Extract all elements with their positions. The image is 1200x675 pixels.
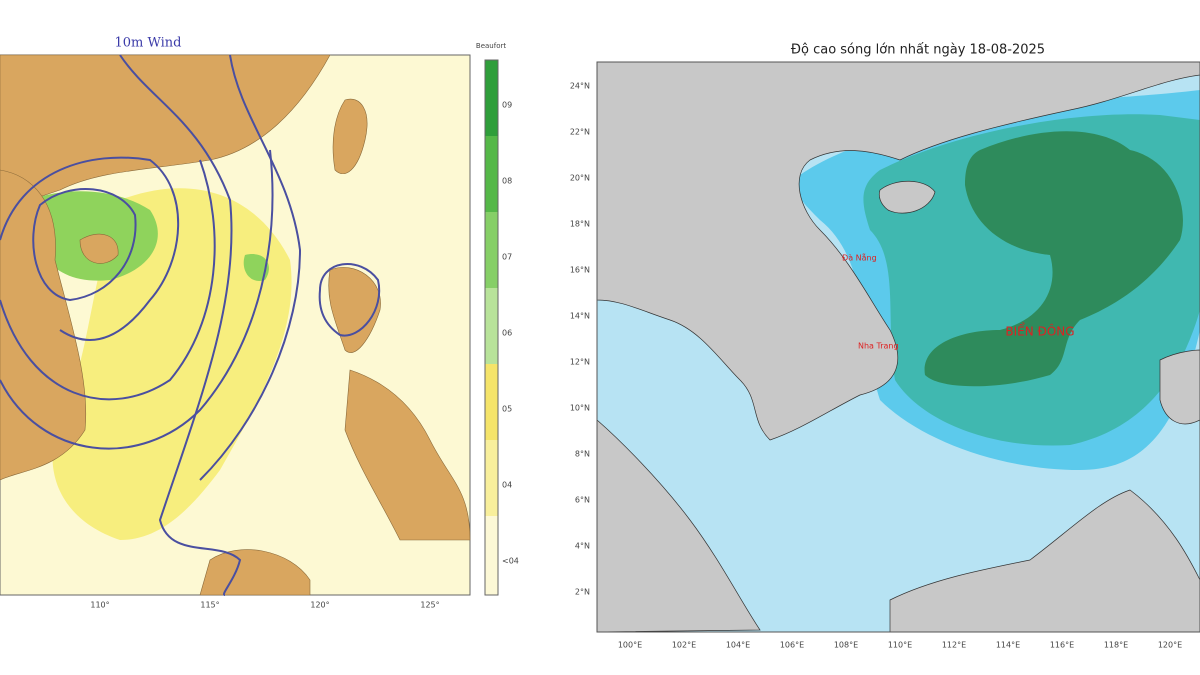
place-label: Đà Nẵng — [842, 253, 877, 263]
x-tick-label: 114°E — [996, 641, 1020, 650]
wave-map: Độ cao sóng lớn nhất ngày 18-08-2025 BIỂ… — [570, 43, 1200, 650]
wind-map: 10m Wind Beaufort 09 08 07 06 05 04 <04 110° 11… — [0, 36, 519, 610]
colorbar-label: Beaufort — [476, 42, 506, 50]
y-tick-label: 16°N — [570, 266, 590, 275]
x-tick-label: 120°E — [1158, 641, 1182, 650]
sea-label: BIỂN ĐÔNG — [1005, 323, 1074, 339]
wave-max — [924, 131, 1183, 387]
colorbar-tick: 05 — [502, 405, 512, 414]
colorbar-tick: 08 — [502, 177, 512, 186]
land — [889, 489, 1200, 633]
x-tick-label: 125° — [420, 601, 439, 610]
y-tick-label: 2°N — [575, 588, 590, 597]
place-label: Nha Trang — [858, 342, 899, 351]
x-tick-label: 120° — [310, 601, 329, 610]
land — [1159, 349, 1200, 425]
map-frame — [596, 61, 1200, 633]
y-tick-label: 24°N — [570, 82, 590, 91]
y-tick-label: 8°N — [575, 450, 590, 459]
y-tick-label: 14°N — [570, 312, 590, 321]
x-tick-label: 116°E — [1050, 641, 1074, 650]
land — [0, 169, 86, 481]
colorbar-tick: 09 — [502, 101, 512, 110]
land — [596, 419, 761, 633]
x-tick-label: 118°E — [1104, 641, 1128, 650]
x-tick-label: 115° — [200, 601, 219, 610]
colorbar-tick: 06 — [502, 329, 512, 338]
colorbar-tick: <04 — [502, 557, 519, 566]
x-tick-label: 102°E — [672, 641, 696, 650]
y-tick-label: 10°N — [570, 404, 590, 413]
y-tick-label: 6°N — [575, 496, 590, 505]
colorbar-tick: 07 — [502, 253, 512, 262]
x-tick-label: 112°E — [942, 641, 966, 650]
land — [596, 61, 1200, 441]
y-tick-label: 20°N — [570, 174, 590, 183]
y-tick-label: 22°N — [570, 128, 590, 137]
wind-strong — [243, 254, 269, 281]
y-tick-label: 18°N — [570, 220, 590, 229]
y-tick-label: 4°N — [575, 542, 590, 551]
colorbar — [484, 59, 499, 596]
land — [332, 98, 368, 175]
isobars — [0, 54, 381, 596]
colorbar-tick: 04 — [502, 481, 512, 490]
x-tick-label: 108°E — [834, 641, 858, 650]
x-tick-label: 100°E — [618, 641, 642, 650]
map-title: Độ cao sóng lớn nhất ngày 18-08-2025 — [791, 43, 1045, 58]
land — [878, 180, 936, 214]
y-tick-label: 12°N — [570, 358, 590, 367]
x-tick-label: 106°E — [780, 641, 804, 650]
land — [328, 267, 471, 541]
map-title: 10m Wind — [115, 36, 182, 51]
x-tick-label: 110° — [90, 601, 109, 610]
x-tick-label: 104°E — [726, 641, 750, 650]
land — [79, 233, 119, 264]
x-tick-label: 110°E — [888, 641, 912, 650]
